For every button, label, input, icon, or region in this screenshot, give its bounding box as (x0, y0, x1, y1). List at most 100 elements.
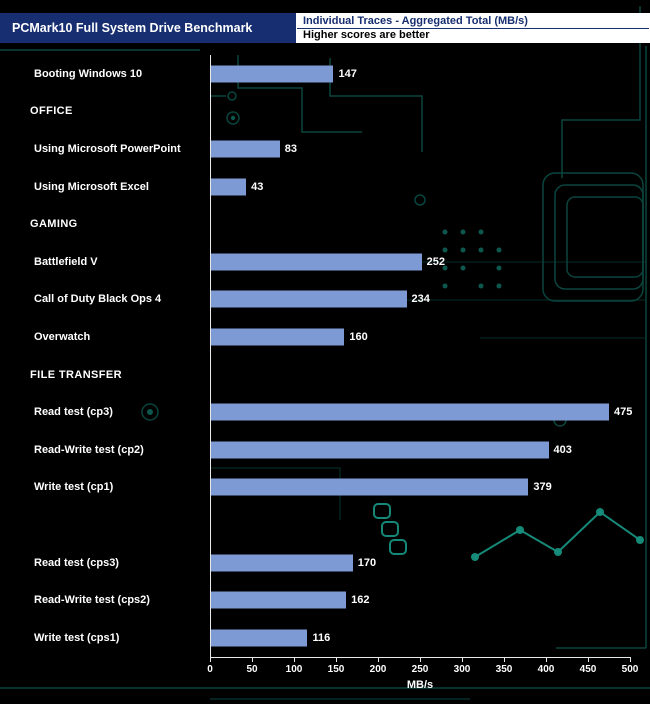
x-axis-tick-label: 300 (453, 664, 471, 675)
bar-row: Read test (cps3) 170 (0, 544, 650, 582)
bar-row: Overwatch 160 (0, 318, 650, 356)
bar-row: Write test (cps1) 116 (0, 619, 650, 657)
bar (210, 140, 280, 158)
bar-area: 43 (210, 168, 640, 206)
bar-area: 160 (210, 318, 640, 356)
x-axis-tick (336, 658, 337, 662)
value-label: 43 (251, 180, 264, 193)
bar-area (210, 356, 640, 394)
bar-row: Read-Write test (cp2) 403 (0, 431, 650, 469)
bar-area (210, 506, 640, 544)
value-label: 475 (614, 406, 633, 419)
row-label: Overwatch (34, 330, 91, 343)
bar (210, 253, 422, 271)
x-axis-tick (210, 658, 211, 662)
section-header-row: FILE TRANSFER (0, 356, 650, 394)
value-label: 116 (312, 631, 331, 644)
value-label: 403 (553, 443, 572, 456)
row-label: Call of Duty Black Ops 4 (34, 293, 162, 306)
x-axis-tick-label: 250 (411, 664, 429, 675)
header: PCMark10 Full System Drive Benchmark Ind… (0, 13, 650, 43)
bar-area: 83 (210, 130, 640, 168)
bar (210, 478, 529, 496)
bar (210, 65, 334, 83)
value-label: 160 (349, 330, 368, 343)
value-label: 234 (411, 293, 430, 306)
bar-row: Using Microsoft PowerPoint 83 (0, 130, 650, 168)
legend-box: Individual Traces - Aggregated Total (MB… (296, 13, 650, 43)
bar-area (210, 93, 640, 131)
bar-area: 162 (210, 581, 640, 619)
row-label: Read-Write test (cp2) (34, 443, 144, 456)
x-axis-tick-label: 450 (579, 664, 597, 675)
legend-title: Individual Traces - Aggregated Total (MB… (297, 14, 649, 29)
chart-rows: Booting Windows 10 147 OFFICE Using Microso… (0, 55, 650, 657)
row-label: Booting Windows 10 (34, 67, 143, 80)
row-label: Read test (cps3) (34, 556, 119, 569)
section-header-label: GAMING (30, 218, 78, 231)
row-label: Write test (cp1) (34, 481, 114, 494)
bar (210, 629, 308, 647)
legend-note: Higher scores are better (297, 28, 649, 42)
section-header-label: OFFICE (30, 105, 73, 118)
section-header-row: OFFICE (0, 93, 650, 131)
bar (210, 290, 407, 308)
row-label: Read-Write test (cps2) (34, 594, 150, 607)
bar-area: 475 (210, 393, 640, 431)
value-label: 147 (338, 67, 357, 80)
x-axis-tick (588, 658, 589, 662)
bar-row: Call of Duty Black Ops 4 234 (0, 281, 650, 319)
section-header-label: FILE TRANSFER (30, 368, 122, 381)
bar-area: 170 (210, 544, 640, 582)
row-label: Read test (cp3) (34, 406, 113, 419)
x-axis-tick (294, 658, 295, 662)
bar-row: Booting Windows 10 147 (0, 55, 650, 93)
x-axis-title: MB/s (406, 679, 434, 691)
x-axis-tick (420, 658, 421, 662)
x-axis-tick (504, 658, 505, 662)
x-axis-tick (378, 658, 379, 662)
x-axis-tick (462, 658, 463, 662)
bar-row: Read-Write test (cps2) 162 (0, 581, 650, 619)
bar-area (210, 205, 640, 243)
x-axis-tick-label: 200 (369, 664, 387, 675)
bar-area: 379 (210, 469, 640, 507)
x-axis-tick-label: 150 (327, 664, 345, 675)
section-header-row: GAMING (0, 205, 650, 243)
x-axis-tick-label: 350 (495, 664, 513, 675)
x-axis-tick-label: 500 (621, 664, 639, 675)
bar-area: 234 (210, 281, 640, 319)
value-label: 252 (426, 255, 446, 268)
bar (210, 591, 347, 609)
x-axis-tick-label: 0 (207, 664, 213, 675)
bar (210, 328, 345, 346)
bar-area: 403 (210, 431, 640, 469)
value-label: 83 (284, 142, 297, 155)
page-title: PCMark10 Full System Drive Benchmark (0, 13, 296, 43)
spacer-row (0, 506, 650, 544)
x-axis-tick-label: 100 (285, 664, 303, 675)
value-label: 162 (351, 594, 370, 607)
value-label: 379 (533, 481, 552, 494)
bar-row: Write test (cp1) 379 (0, 469, 650, 507)
bar-area: 116 (210, 619, 640, 657)
x-axis-tick (546, 658, 547, 662)
x-axis-tick-label: 400 (537, 664, 555, 675)
bar (210, 441, 549, 459)
bar-row: Read test (cp3) 475 (0, 393, 650, 431)
value-label: 170 (357, 556, 377, 569)
row-label: Using Microsoft PowerPoint (34, 142, 181, 155)
bar-row: Battlefield V 252 (0, 243, 650, 281)
bar (210, 403, 609, 421)
bar (210, 554, 353, 572)
row-label: Using Microsoft Excel (34, 180, 149, 193)
row-label: Battlefield V (34, 255, 98, 268)
y-axis-line (210, 55, 211, 657)
x-axis-tick (252, 658, 253, 662)
bar-area: 147 (210, 55, 640, 93)
bar (210, 178, 247, 196)
x-axis-line (210, 657, 631, 658)
bar-row: Using Microsoft Excel 43 (0, 168, 650, 206)
x-axis-tick-label: 50 (246, 664, 258, 675)
